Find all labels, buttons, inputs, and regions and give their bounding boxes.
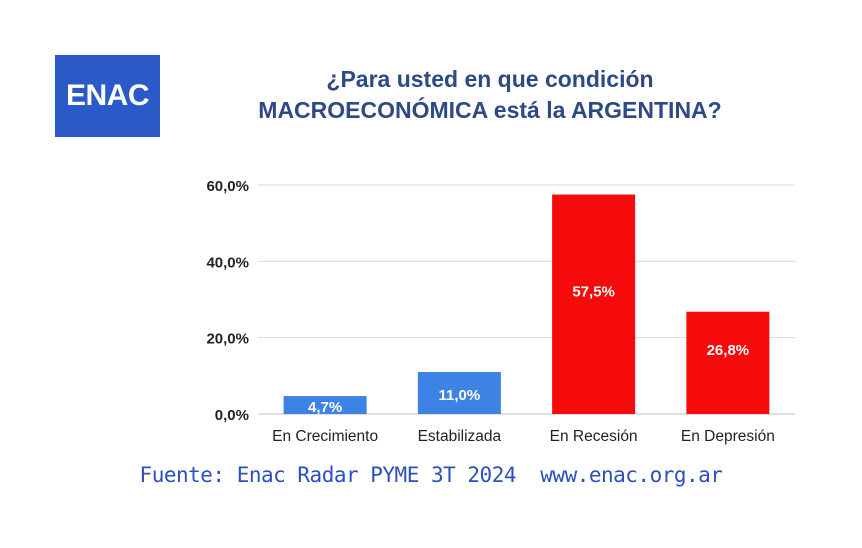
bar bbox=[417, 372, 501, 414]
data-label: 26,8% bbox=[707, 342, 750, 359]
data-label: 57,5% bbox=[572, 283, 615, 300]
chart-title-line-2: MACROECONÓMICA está la ARGENTINA? bbox=[258, 97, 722, 123]
x-tick-label: Estabilizada bbox=[418, 428, 502, 445]
y-tick-label: 20,0% bbox=[206, 331, 249, 348]
y-tick-label: 0,0% bbox=[215, 407, 249, 424]
x-tick-label: En Depresión bbox=[681, 428, 775, 445]
chart-title-line-1: ¿Para usted en que condición bbox=[326, 66, 654, 92]
y-tick-label: 60,0% bbox=[206, 178, 249, 195]
bar bbox=[283, 396, 367, 414]
source-footer: Fuente: Enac Radar PYME 3T 2024 www.enac… bbox=[0, 463, 862, 487]
source-text: Fuente: Enac Radar PYME 3T 2024 bbox=[139, 463, 517, 487]
data-label: 11,0% bbox=[439, 387, 481, 404]
data-label: 4,7% bbox=[308, 399, 342, 416]
enac-logo: ENAC bbox=[55, 55, 160, 137]
x-tick-label: En Recesión bbox=[550, 428, 638, 445]
y-tick-label: 40,0% bbox=[206, 254, 249, 271]
x-tick-label: En Crecimiento bbox=[272, 428, 378, 445]
bar bbox=[552, 194, 636, 414]
bar bbox=[686, 311, 770, 414]
chart-title: ¿Para usted en que condición MACROECONÓM… bbox=[190, 64, 790, 126]
logo-text: ENAC bbox=[65, 79, 150, 112]
source-url[interactable]: www.enac.org.ar bbox=[540, 463, 723, 487]
